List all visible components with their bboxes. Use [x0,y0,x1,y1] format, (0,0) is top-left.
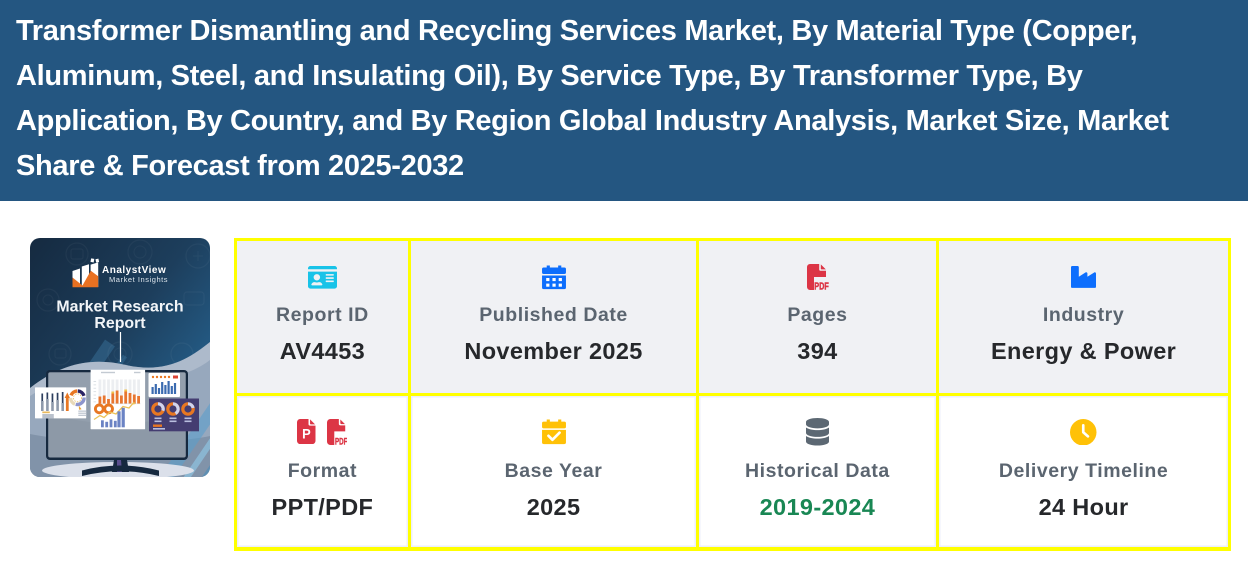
svg-text:AnalystView: AnalystView [102,265,166,276]
svg-text:P: P [303,426,312,441]
svg-text:Report: Report [94,315,146,332]
svg-text:Market Insights: Market Insights [109,275,168,284]
svg-text:Market Research: Market Research [56,298,183,315]
svg-text:PDF: PDF [335,436,348,445]
svg-text:PDF: PDF [814,282,829,291]
